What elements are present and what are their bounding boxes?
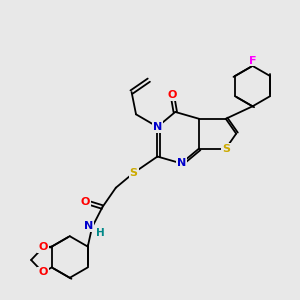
Text: O: O bbox=[168, 90, 177, 100]
Text: N: N bbox=[84, 221, 93, 231]
Text: O: O bbox=[38, 268, 48, 278]
Text: N: N bbox=[177, 158, 186, 168]
Text: F: F bbox=[249, 56, 256, 65]
Text: H: H bbox=[96, 228, 105, 238]
Text: O: O bbox=[80, 197, 90, 207]
Text: O: O bbox=[38, 242, 48, 253]
Text: N: N bbox=[153, 122, 162, 132]
Text: S: S bbox=[222, 143, 230, 154]
Text: S: S bbox=[130, 168, 138, 178]
